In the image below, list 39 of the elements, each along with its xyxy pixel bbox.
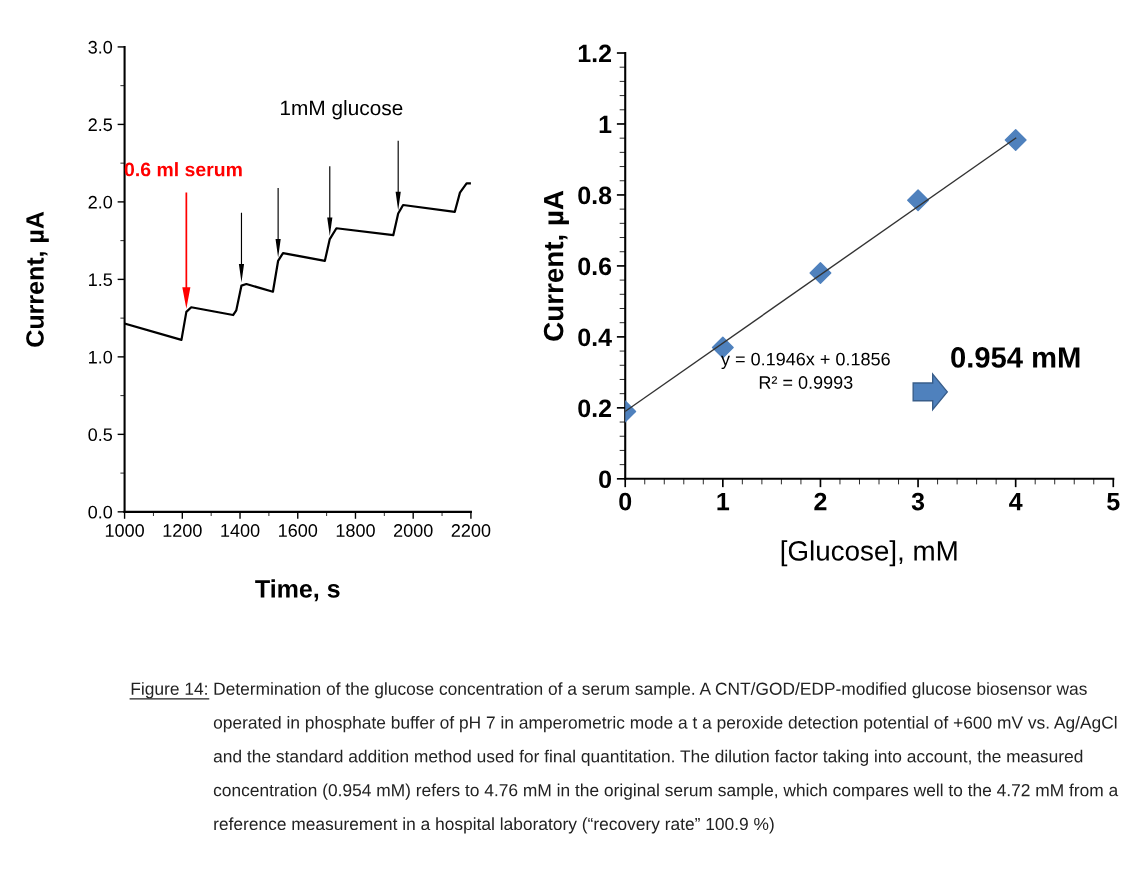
annotation: 0.954 mM	[951, 347, 1080, 368]
y-tick-label: 3.0	[88, 40, 113, 54]
y-tick-label: 0.6	[578, 257, 612, 276]
y-tick-label: 1	[599, 115, 612, 134]
y-tick-label: 1.2	[578, 44, 612, 63]
x-tick-label: 0	[619, 492, 632, 511]
x-tick-label: 1400	[221, 524, 260, 537]
y-tick-label: 1.0	[89, 350, 113, 364]
x-axis-title: [Glucose], mM	[781, 540, 957, 567]
y-tick-label: 0.8	[578, 186, 612, 205]
y-axis-title: Current, µA	[543, 190, 569, 341]
x-tick-label: 5	[1107, 492, 1120, 511]
x-tick-label: 1200	[163, 524, 202, 537]
x-tick-label: 2000	[394, 524, 433, 537]
y-tick-label: 0	[599, 470, 611, 489]
y-tick-label: 0.4	[578, 328, 612, 347]
x-axis-title: Time, s	[255, 579, 340, 602]
y-tick-label: 0.5	[88, 428, 113, 442]
x-tick-label: 4	[1009, 492, 1023, 511]
x-tick-label: 1000	[105, 524, 144, 537]
annotation: R² = 0.9993	[759, 376, 853, 389]
y-tick-label: 2.5	[88, 118, 113, 132]
x-tick-label: 1	[717, 492, 730, 511]
y-tick-label: 0.0	[88, 505, 113, 519]
x-tick-label: 1600	[279, 524, 318, 537]
x-tick-label: 2200	[451, 524, 491, 537]
x-tick-label: 3	[911, 492, 925, 511]
y-tick-label: 2.0	[88, 195, 113, 209]
point	[907, 189, 930, 212]
y-tick-label: 1.5	[89, 273, 113, 287]
y-tick-label: 0.2	[578, 399, 612, 418]
x-tick-label: 1800	[336, 524, 375, 537]
annotation: 1mM glucose	[280, 100, 403, 120]
y-axis-title: Current, µA	[26, 211, 49, 347]
caption: Figure 14:	[131, 682, 207, 699]
annotation: y = 0.1946x + 0.1856	[721, 352, 890, 370]
x-tick-label: 2	[814, 492, 827, 511]
text: Determination of the glucose concentration of a serum sample. A CNT/GOD/EDP-modified glucose biosensor was operated in phosphate buffer of pH 7 in amperometric mode a t a peroxide detection potential of +600 mV vs. Ag/AgCl and the standard addition method used for final quantitation. The dilution factor taking into account, the measured concentration (0.954 mM) refers to 4.76 mM in the original serum sample, which compares well to the 4.72 mM from a reference measurement in a hospital laboratory (“recovery rate” 100.9 %)	[213, 682, 1119, 834]
point	[1004, 128, 1027, 151]
